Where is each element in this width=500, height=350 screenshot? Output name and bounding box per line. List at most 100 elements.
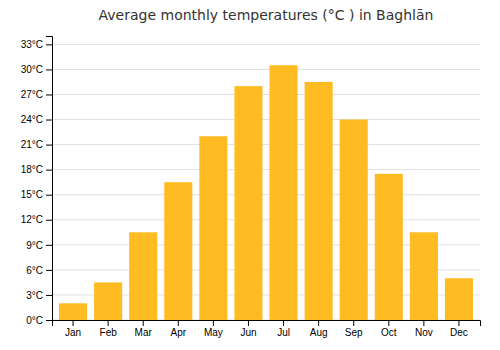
bar [94, 282, 122, 320]
x-tick-mark [178, 320, 179, 326]
y-tick-mark [46, 170, 52, 171]
y-tick-label: 24°C [21, 114, 43, 125]
x-tick-label: Apr [171, 327, 187, 338]
y-tick: 15°C [21, 189, 52, 200]
x-tick-mark [73, 320, 74, 326]
x-tick-label: May [204, 327, 223, 338]
bar [410, 232, 438, 320]
grid-line [52, 44, 480, 45]
grid [52, 44, 480, 320]
x-tick-mark [143, 320, 144, 326]
y-tick-label: 21°C [21, 139, 43, 150]
y-tick-mark [46, 120, 52, 121]
x-tick: Jul [277, 320, 290, 338]
x-tick-mark [458, 320, 459, 326]
y-tick: 33°C [21, 39, 52, 50]
x-tick-label: Jun [240, 327, 256, 338]
y-tick-label: 30°C [21, 64, 43, 75]
y-tick-mark [46, 195, 52, 196]
x-tick-mark [388, 320, 389, 326]
chart: 0°C 3°C 6°C 9°C 12°C 15°C 18°C 21°C 24°C 27°C 30°C… [0, 0, 500, 350]
y-tick: 30°C [21, 64, 52, 75]
y-tick-label: 12°C [21, 214, 43, 225]
x-tick: Sep [345, 320, 363, 338]
x-axis-line [53, 321, 481, 327]
y-tick-mark [46, 69, 52, 70]
x-tick-mark [423, 320, 424, 326]
bar [305, 82, 333, 320]
bar [270, 65, 298, 320]
y-tick-label: 33°C [21, 39, 43, 50]
bar [234, 86, 262, 320]
x-tick-label: Jul [277, 327, 290, 338]
x-tick-label: Oct [381, 327, 397, 338]
x-tick-mark [353, 320, 354, 326]
grid-line [52, 69, 480, 70]
title: Average monthly temperatures (°C ) in Ba… [99, 7, 434, 23]
x-tick: Apr [171, 320, 187, 338]
bar [164, 182, 192, 320]
y-axis-line [46, 37, 53, 321]
x-tick-label: Mar [135, 327, 153, 338]
x-tick-mark [213, 320, 214, 326]
y-tick-mark [46, 220, 52, 221]
grid-line [52, 119, 480, 120]
y-tick-mark [46, 44, 52, 45]
y-tick-label: 3°C [26, 290, 43, 301]
x-tick-mark [318, 320, 319, 326]
y-tick: 0°C [26, 315, 52, 326]
y-tick-mark [46, 94, 52, 95]
y-tick-label: 9°C [26, 240, 43, 251]
x-tick-label: Dec [450, 327, 468, 338]
y-tick-label: 27°C [21, 89, 43, 100]
y-axis: 0°C 3°C 6°C 9°C 12°C 15°C 18°C 21°C 24°C 27°C 30°C… [21, 37, 53, 326]
y-tick: 27°C [21, 89, 52, 100]
bar [59, 303, 87, 320]
grid-line [52, 94, 480, 95]
x-tick: Oct [381, 320, 397, 338]
y-tick: 24°C [21, 114, 52, 125]
y-tick-mark [46, 245, 52, 246]
x-tick: Aug [310, 320, 328, 338]
y-tick-mark [46, 145, 52, 146]
y-tick-mark [46, 320, 52, 321]
x-tick-mark [283, 320, 284, 326]
x-tick: Mar [135, 320, 153, 338]
bar [375, 174, 403, 320]
y-tick: 18°C [21, 164, 52, 175]
plot: 0°C 3°C 6°C 9°C 12°C 15°C 18°C 21°C 24°C 27°C 30°C… [21, 37, 481, 339]
x-tick-label: Nov [415, 327, 433, 338]
y-tick: 12°C [21, 214, 52, 225]
x-tick-mark [248, 320, 249, 326]
y-tick-mark [46, 270, 52, 271]
bar [199, 136, 227, 320]
x-tick: Jan [65, 320, 81, 338]
x-tick: Nov [415, 320, 433, 338]
x-tick: Dec [450, 320, 468, 338]
grid-line [52, 144, 480, 145]
x-axis: Jan Feb Mar Apr May Jun Jul Aug Sep Oct Nov Dec [53, 320, 481, 338]
y-tick: 9°C [26, 240, 52, 251]
grid-line [52, 219, 480, 220]
x-tick: Feb [100, 320, 118, 338]
x-tick: Jun [240, 320, 256, 338]
grid-line [52, 169, 480, 170]
y-tick: 21°C [21, 139, 52, 150]
x-tick-label: Feb [100, 327, 118, 338]
bar [129, 232, 157, 320]
y-tick-label: 0°C [26, 315, 43, 326]
y-tick-mark [46, 295, 52, 296]
bars [59, 65, 473, 320]
x-tick-label: Aug [310, 327, 328, 338]
grid-line [52, 194, 480, 195]
y-tick-label: 15°C [21, 189, 43, 200]
y-tick: 3°C [26, 290, 52, 301]
x-tick-label: Sep [345, 327, 363, 338]
x-tick-label: Jan [65, 327, 81, 338]
y-tick: 6°C [26, 265, 52, 276]
y-tick-label: 6°C [26, 265, 43, 276]
x-tick-mark [108, 320, 109, 326]
bar [340, 120, 368, 320]
y-tick-label: 18°C [21, 164, 43, 175]
bar [445, 278, 473, 320]
